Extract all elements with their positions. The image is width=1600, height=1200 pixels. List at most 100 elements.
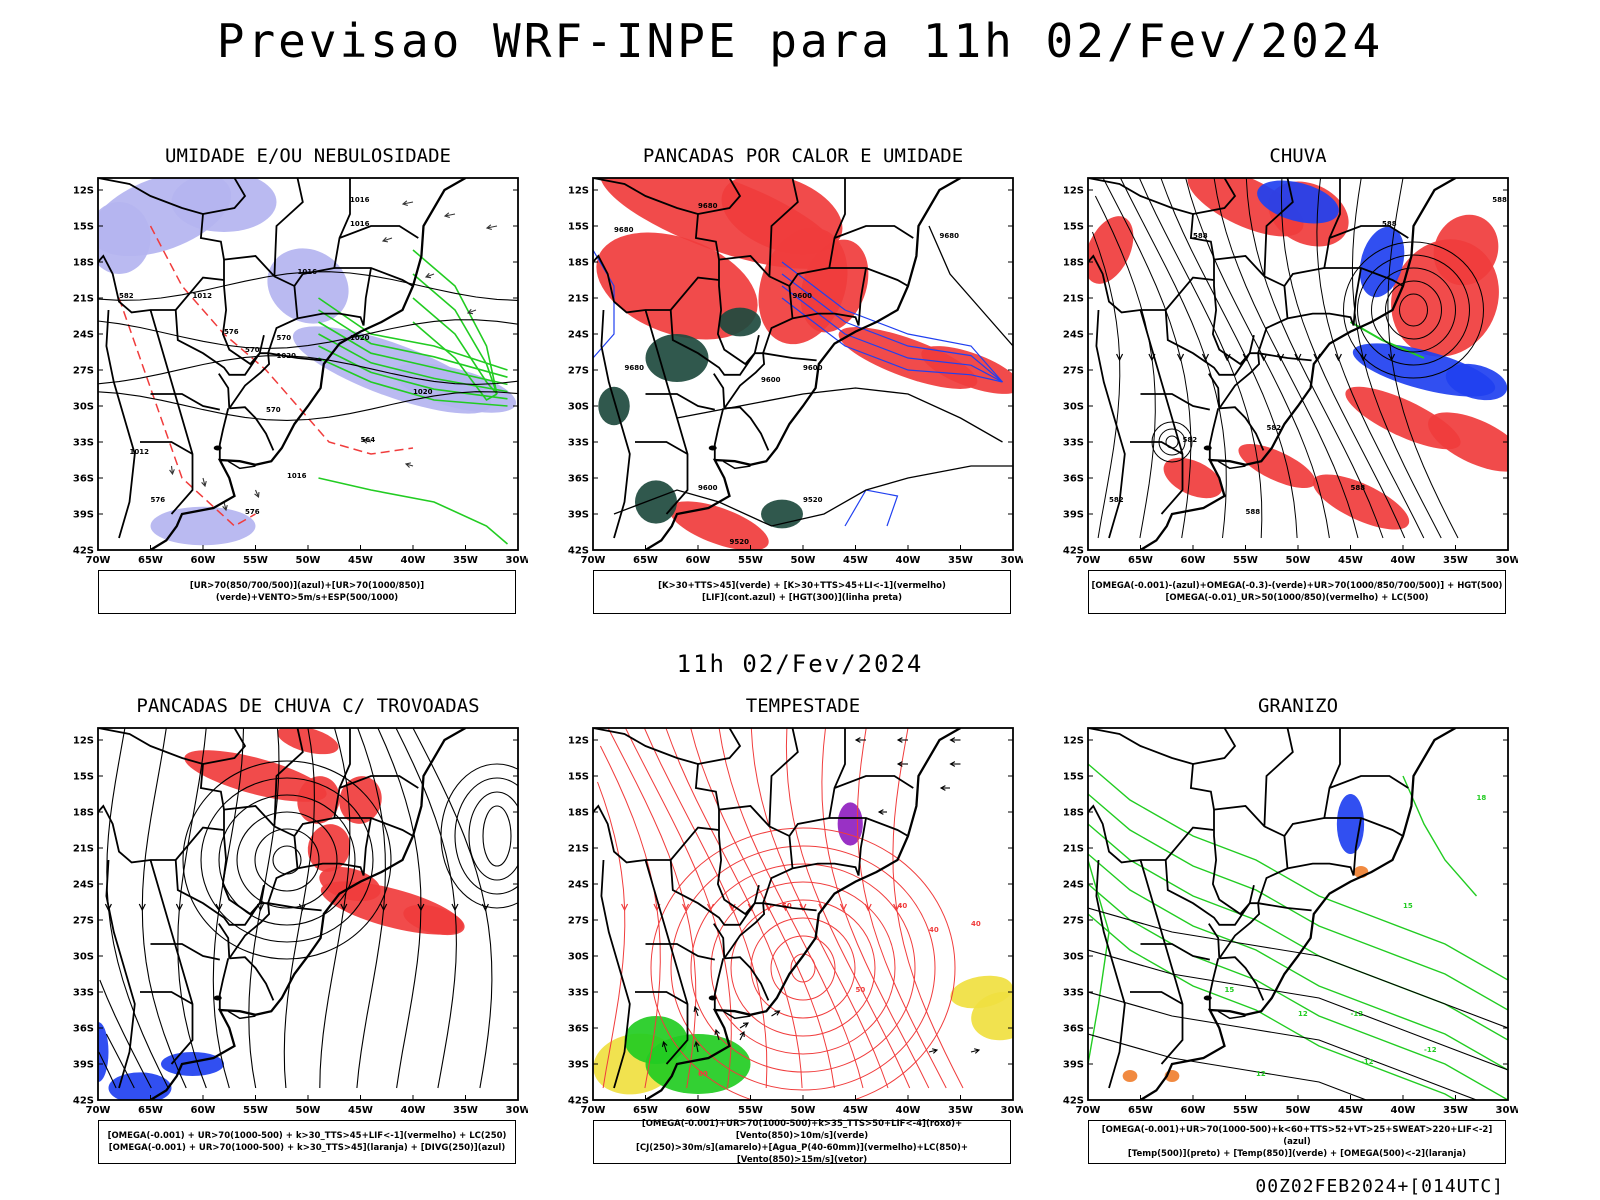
wind-vector: [444, 213, 456, 217]
lat-tick-label: 18S: [1063, 808, 1084, 819]
wind-vector: [401, 200, 408, 207]
jet-streamline: [200, 777, 374, 943]
lat-tick-label: 27S: [73, 916, 94, 927]
border-line: [1140, 393, 1210, 411]
border-line: [857, 267, 867, 326]
border-line: [98, 178, 265, 366]
lc850-streamline: [821, 728, 930, 1089]
wind-vector: [970, 1049, 980, 1053]
flow-arrow: [1116, 353, 1124, 362]
contour-label: 1012: [130, 448, 150, 456]
rio-de-la-plata: [722, 1010, 751, 1020]
water-vapor-contour: [670, 845, 936, 1091]
contour-label: 12: [1298, 1010, 1308, 1018]
lake-mark: [708, 995, 717, 1001]
jet-yellow-area: [950, 975, 1013, 1009]
lat-tick-label: 21S: [568, 844, 589, 855]
rio-de-la-plata: [722, 460, 751, 470]
border-line: [362, 267, 372, 326]
panel-title: UMIDADE E/OU NEBULOSIDADE: [165, 145, 451, 167]
panel-tempestade: TEMPESTADE 40 40 40 50 50 60 12S 15S 18S 21S 24S 27S…: [553, 695, 1023, 1165]
rain-red-area: [1088, 216, 1134, 284]
wind-vector: [402, 201, 414, 205]
legend-line: [UR>70(850/700/500)](azul)+[UR>70(1000/8…: [189, 581, 425, 603]
flow-arrow: [1359, 353, 1367, 362]
border-line: [1352, 267, 1362, 326]
lat-tick-label: 15S: [1063, 222, 1084, 233]
humidity-green-contour: [412, 297, 498, 395]
lc850-streamline: [718, 728, 864, 1089]
border-line: [1257, 352, 1312, 362]
humidity-blue-area: [150, 506, 256, 546]
border-line: [1219, 956, 1265, 1001]
border-line: [228, 352, 271, 409]
contour-label: 582: [119, 292, 134, 300]
legend-line: [OMEGA(-0.01)_UR>50(1000/850)(vermelho) …: [1165, 593, 1429, 603]
panel-legend: [K>30+TTS>45](verde) + [K>30+TTS>45+LI<-…: [593, 570, 1011, 614]
border-line: [1219, 406, 1265, 451]
lat-tick-label: 39S: [1063, 510, 1084, 521]
border-line: [1208, 373, 1221, 409]
lc850-streamline: [607, 728, 697, 1089]
border-line: [1208, 958, 1220, 1010]
lon-axis: 70W 65W 60W 55W 50W 45W 40W 35W 30W: [1076, 1095, 1518, 1116]
contour-label: 15: [1225, 986, 1235, 994]
lat-tick-label: 15S: [73, 772, 94, 783]
lat-tick-label: 39S: [73, 510, 94, 521]
lon-tick-label: 40W: [896, 555, 921, 566]
lat-tick-label: 30S: [568, 952, 589, 963]
border-line: [1257, 902, 1312, 912]
map-content: 1016101610161012102010201020101610125765…: [98, 178, 518, 550]
lat-tick-label: 12S: [73, 736, 94, 747]
lat-tick-label: 12S: [568, 736, 589, 747]
temp850-contour: [1088, 913, 1457, 1100]
lon-tick-label: 60W: [191, 555, 216, 566]
flow-arrow: [839, 903, 847, 912]
border-line: [202, 728, 247, 765]
lon-tick-label: 55W: [738, 555, 763, 566]
lon-tick-label: 35W: [948, 555, 973, 566]
border-line: [834, 775, 914, 789]
border-line: [1095, 859, 1126, 1089]
lat-tick-label: 36S: [73, 1024, 94, 1035]
lon-tick-label: 50W: [296, 1105, 321, 1116]
lon-tick-label: 65W: [1128, 555, 1153, 566]
wind-vector: [254, 489, 260, 498]
wind-vector: [222, 505, 228, 512]
wind-vector: [694, 1006, 699, 1017]
isobar-line: [98, 271, 518, 301]
border-line: [174, 309, 261, 376]
lat-tick-label: 12S: [568, 186, 589, 197]
lat-tick-label: 15S: [568, 222, 589, 233]
contour-label: 9520: [730, 538, 750, 546]
jet-streamline: [440, 763, 518, 909]
lat-tick-label: 33S: [73, 988, 94, 999]
forecast-map: 40 40 40 50 50 60 12S 15S 18S 21S 24S 27S 30S 33S 36S 3…: [568, 727, 1023, 1116]
border-line: [1140, 943, 1210, 961]
lon-tick-label: 35W: [453, 555, 478, 566]
lat-tick-label: 33S: [1063, 438, 1084, 449]
wind-vector: [714, 1028, 720, 1036]
lon-tick-label: 35W: [453, 1105, 478, 1116]
border-line: [273, 728, 304, 827]
wind-vector: [742, 1022, 749, 1028]
border-line: [600, 859, 631, 1089]
streamline: [1138, 178, 1263, 539]
lat-tick-label: 36S: [568, 1024, 589, 1035]
panel-title: GRANIZO: [1257, 695, 1339, 717]
lon-tick-label: 45W: [1338, 555, 1363, 566]
border-line: [1192, 178, 1237, 215]
streamline: [141, 728, 187, 1089]
thickness-red-dashed: [118, 297, 256, 527]
lon-tick-label: 55W: [738, 1105, 763, 1116]
lat-tick-label: 21S: [1063, 294, 1084, 305]
flow-arrow: [1334, 353, 1342, 362]
lon-tick-label: 40W: [1391, 1105, 1416, 1116]
jet-streamline: [218, 794, 356, 926]
lat-axis: 12S 15S 18S 21S 24S 27S 30S 33S 36S 39S 42S: [73, 186, 518, 557]
flow-arrow: [1388, 353, 1396, 362]
border-line: [267, 312, 365, 354]
border-line: [1213, 255, 1285, 287]
lon-tick-label: 50W: [1286, 555, 1311, 566]
lon-tick-label: 60W: [1181, 555, 1206, 566]
